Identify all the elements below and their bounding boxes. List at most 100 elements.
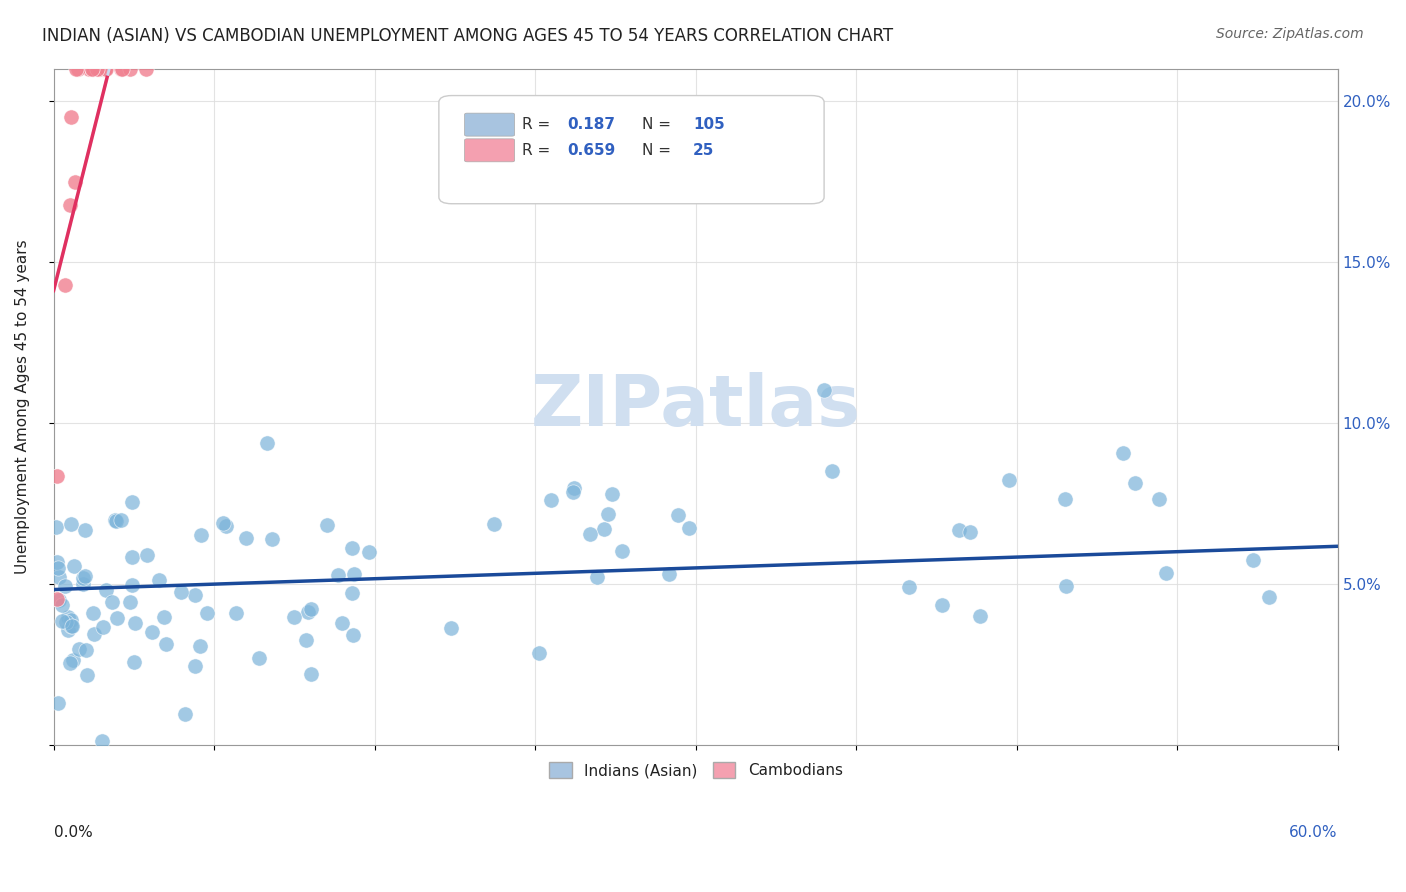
- Point: [94, 62, 117, 76]
- Point: [89, 62, 111, 76]
- Point: [55, 615, 77, 629]
- Point: [184, 589, 207, 603]
- Point: [658, 566, 681, 581]
- Point: [53, 579, 76, 593]
- Point: [89, 62, 111, 76]
- Point: [46, 561, 69, 575]
- Text: ZIPatlas: ZIPatlas: [530, 372, 860, 441]
- Point: [190, 528, 212, 542]
- Point: [63, 558, 86, 573]
- Point: [174, 706, 197, 721]
- Point: [579, 526, 602, 541]
- Point: [105, 611, 128, 625]
- Text: 60.0%: 60.0%: [1289, 825, 1337, 840]
- Point: [959, 525, 981, 540]
- Point: [121, 494, 143, 508]
- Text: N =: N =: [641, 143, 676, 158]
- FancyBboxPatch shape: [464, 139, 515, 161]
- Point: [540, 493, 562, 508]
- Point: [91, 62, 114, 76]
- Point: [77, 62, 100, 76]
- Point: [1147, 491, 1170, 506]
- Text: 0.659: 0.659: [567, 143, 616, 158]
- Point: [1054, 579, 1077, 593]
- Point: [170, 585, 193, 599]
- Point: [59, 110, 82, 124]
- Point: [299, 602, 322, 616]
- Legend: Indians (Asian), Cambodians: Indians (Asian), Cambodians: [543, 756, 849, 784]
- Point: [46, 592, 69, 607]
- Point: [86, 62, 108, 76]
- Point: [60, 619, 83, 633]
- Text: R =: R =: [522, 117, 555, 132]
- Point: [59, 619, 82, 633]
- Point: [211, 516, 233, 530]
- Point: [67, 642, 90, 657]
- Point: [56, 623, 79, 637]
- Point: [586, 570, 609, 584]
- Text: 105: 105: [693, 117, 725, 132]
- Point: [48, 593, 70, 607]
- Point: [1112, 445, 1135, 459]
- FancyBboxPatch shape: [439, 95, 824, 203]
- Point: [51, 598, 73, 612]
- Point: [120, 594, 142, 608]
- Point: [94, 582, 117, 597]
- Text: R =: R =: [522, 143, 555, 158]
- Point: [295, 633, 318, 648]
- Point: [188, 639, 211, 653]
- Point: [1154, 566, 1177, 581]
- Point: [59, 613, 82, 627]
- Point: [215, 519, 238, 533]
- Point: [120, 62, 142, 76]
- Point: [62, 652, 84, 666]
- Point: [1257, 590, 1279, 604]
- Point: [593, 522, 616, 536]
- Point: [183, 659, 205, 673]
- Point: [53, 277, 76, 292]
- Point: [66, 62, 89, 76]
- Point: [45, 555, 67, 569]
- Point: [342, 628, 364, 642]
- Point: [59, 656, 82, 670]
- Point: [897, 580, 920, 594]
- Point: [83, 627, 105, 641]
- Point: [299, 666, 322, 681]
- Point: [65, 62, 87, 76]
- Point: [600, 487, 623, 501]
- Text: N =: N =: [641, 117, 676, 132]
- Point: [821, 464, 844, 478]
- Point: [94, 62, 117, 76]
- Point: [91, 620, 114, 634]
- Point: [121, 578, 143, 592]
- Point: [316, 518, 339, 533]
- Point: [260, 533, 283, 547]
- Point: [135, 62, 157, 76]
- Point: [482, 517, 505, 532]
- Point: [342, 541, 364, 555]
- Point: [46, 696, 69, 710]
- Point: [60, 517, 83, 532]
- Point: [124, 616, 146, 631]
- Point: [72, 577, 94, 591]
- Point: [104, 513, 127, 527]
- Point: [256, 436, 278, 450]
- Point: [121, 550, 143, 565]
- Point: [59, 198, 82, 212]
- Point: [678, 521, 700, 535]
- Point: [357, 544, 380, 558]
- Point: [82, 62, 104, 76]
- Point: [440, 621, 463, 635]
- Point: [93, 62, 115, 76]
- Point: [45, 519, 67, 533]
- Point: [562, 485, 585, 500]
- Point: [94, 62, 117, 76]
- Point: [813, 383, 835, 397]
- Text: Source: ZipAtlas.com: Source: ZipAtlas.com: [1216, 27, 1364, 41]
- Y-axis label: Unemployment Among Ages 45 to 54 years: Unemployment Among Ages 45 to 54 years: [15, 239, 30, 574]
- Point: [330, 615, 353, 630]
- Text: 0.0%: 0.0%: [53, 825, 93, 840]
- Point: [51, 614, 73, 628]
- Text: INDIAN (ASIAN) VS CAMBODIAN UNEMPLOYMENT AMONG AGES 45 TO 54 YEARS CORRELATION C: INDIAN (ASIAN) VS CAMBODIAN UNEMPLOYMENT…: [42, 27, 893, 45]
- Point: [283, 610, 305, 624]
